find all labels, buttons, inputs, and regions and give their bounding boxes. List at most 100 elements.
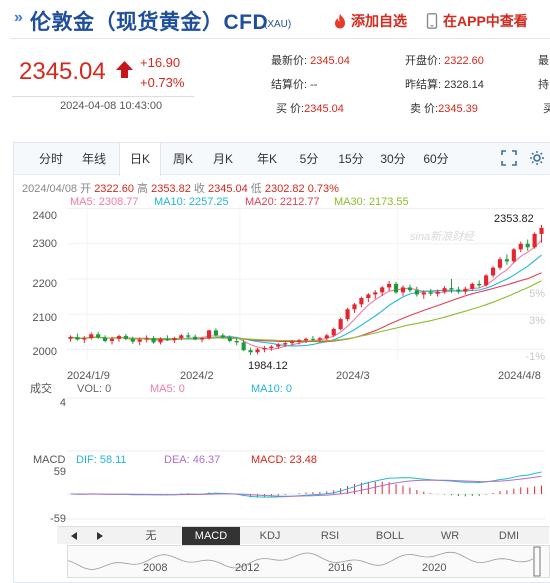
left-arrow-icon[interactable] — [71, 532, 79, 540]
indicator-tab-rsi[interactable]: RSI — [320, 530, 340, 542]
candle-body — [310, 338, 316, 340]
open-price-field: 开盘价: 2322.60 — [405, 55, 484, 67]
macd-label: MACD — [33, 454, 65, 466]
vol-legend: VOL: 0 — [77, 383, 111, 395]
vol-ma5-legend: MA5: 0 — [150, 383, 185, 395]
ask-price-field: 卖 价:2345.39 — [410, 103, 478, 115]
tab-15min[interactable]: 15分 — [338, 152, 364, 166]
quote-timestamp: 2024-04-08 10:43:00 — [60, 100, 163, 112]
x-tick-feb: 2024/2 — [180, 370, 214, 382]
price-change-pct: +0.73% — [140, 75, 185, 90]
ma30-legend: MA30: 2173.55 — [334, 196, 409, 208]
x-tick-apr: 2024/4/8 — [498, 370, 541, 382]
overview-year-2016: 2016 — [328, 562, 352, 574]
candle-body — [352, 304, 357, 310]
candle-body — [490, 267, 496, 276]
candle-body — [75, 337, 80, 340]
candle-body — [200, 338, 205, 340]
vol-ma10-legend: MA10: 0 — [251, 383, 292, 395]
candle-body — [449, 288, 454, 290]
candle-body — [262, 348, 267, 350]
y-tick-2400: 2400 — [33, 210, 57, 222]
candle-body — [442, 288, 447, 292]
candle-body — [220, 335, 225, 338]
candle-body — [387, 283, 392, 288]
candle-body — [227, 337, 232, 341]
candle-body — [109, 338, 115, 341]
header-divider — [10, 38, 550, 39]
tab-monthly-k[interactable]: 月K — [212, 152, 233, 166]
candle-body — [435, 291, 440, 294]
indicator-tab-dmi[interactable]: DMI — [498, 530, 520, 542]
candle-body — [213, 330, 219, 336]
y-tick-2000: 2000 — [33, 346, 57, 358]
tab-5min[interactable]: 5分 — [299, 152, 319, 166]
pct-tick-1: -1% — [525, 351, 545, 363]
right-arrow-icon[interactable] — [95, 532, 103, 540]
candle-body — [497, 259, 503, 268]
indicator-tab-kdj[interactable]: KDJ — [259, 530, 281, 542]
ma5-line — [70, 240, 542, 350]
y-tick-2300: 2300 — [33, 238, 57, 250]
tab-intraday[interactable]: 分时 — [38, 152, 63, 166]
candle-body — [123, 336, 128, 339]
candle-body — [456, 289, 461, 292]
min-price-label: 1984.12 — [248, 360, 288, 372]
indicator-tab-none[interactable]: 无 — [145, 530, 157, 542]
overview-handle[interactable] — [533, 546, 541, 577]
candle-body — [400, 287, 406, 293]
candle-body — [504, 259, 509, 262]
candle-body — [539, 227, 544, 234]
candle-body — [151, 338, 156, 343]
settings-icon[interactable] — [529, 150, 545, 166]
indicator-tab-boll[interactable]: BOLL — [375, 530, 405, 542]
candle-body — [393, 283, 399, 293]
indicator-tab-wr[interactable]: WR — [440, 530, 460, 542]
dif-legend: DIF: 58.11 — [76, 454, 127, 466]
tab-30min[interactable]: 30分 — [380, 152, 406, 166]
dea-line — [70, 475, 542, 497]
candle-body — [317, 338, 322, 340]
add-watchlist-button[interactable]: 添加自选 — [333, 11, 407, 31]
overview-year-2020: 2020 — [422, 562, 446, 574]
page-title: 伦敦金（现货黄金）CFD — [30, 11, 269, 34]
history-overview-scroller[interactable]: 2008 2012 2016 2020 — [67, 545, 550, 578]
candle-body — [324, 335, 329, 339]
candle-body — [331, 329, 336, 336]
candle-body — [380, 287, 385, 293]
indicator-tab-macd[interactable]: MACD — [182, 527, 240, 545]
price-change: +16.90 — [140, 55, 181, 70]
candle-body — [89, 334, 94, 339]
tab-yearly-k[interactable]: 年K — [256, 152, 277, 166]
tab-daily-k[interactable]: 日K — [119, 143, 161, 176]
x-tick-jan: 2024/1/9 — [67, 370, 110, 382]
tab-weekly-k[interactable]: 周K — [172, 152, 193, 166]
add-watchlist-label: 添加自选 — [351, 13, 407, 29]
candle-body — [359, 298, 364, 305]
ma20-line — [70, 272, 542, 343]
candle-body — [130, 338, 135, 342]
open-app-button[interactable]: 在APP中查看 — [425, 11, 528, 31]
tab-year-line[interactable]: 年线 — [81, 152, 106, 166]
candle-body — [206, 330, 212, 339]
candle-body — [296, 340, 302, 342]
prev-settle-field: 昨结算: 2328.14 — [405, 79, 484, 91]
candle-body — [532, 233, 537, 248]
candle-body — [345, 309, 350, 320]
candle-body — [179, 335, 184, 339]
ohlc-summary: 2024/04/08 开 2322.60 高 2353.82 收 2345.04… — [22, 183, 339, 195]
candle-body — [103, 337, 108, 341]
fullscreen-icon[interactable] — [501, 150, 517, 166]
max-price-label: 2353.82 — [494, 213, 534, 225]
candle-body — [96, 334, 101, 338]
period-tabs: 分时 年线 日K 周K 月K 年K 5分 15分 30分 60分 — [14, 143, 550, 176]
tab-60min[interactable]: 60分 — [423, 152, 449, 166]
candle-body — [248, 350, 253, 353]
macd-y-top: 59 — [54, 466, 66, 478]
candle-body — [234, 340, 239, 343]
candle-body — [470, 283, 475, 289]
y-tick-2200: 2200 — [33, 278, 57, 290]
edge-label-3: 买 — [543, 103, 550, 115]
ma10-legend: MA10: 2257.25 — [154, 196, 229, 208]
